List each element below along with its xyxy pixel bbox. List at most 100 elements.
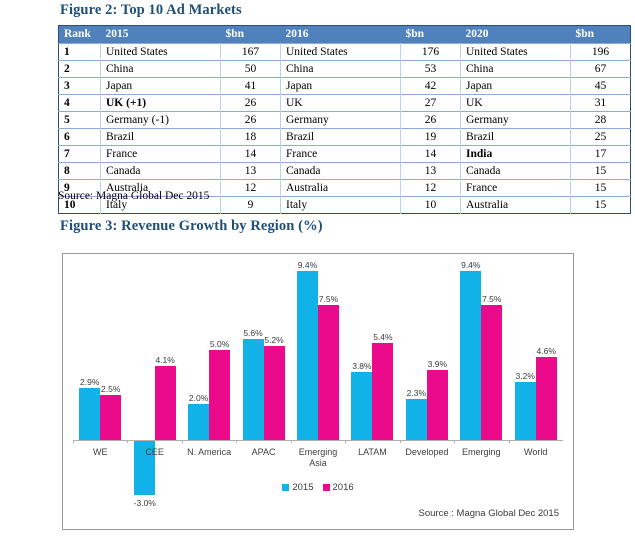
cell-market-2020: Brazil [460,128,571,146]
bar-value-label: 7.5% [482,294,502,304]
bar-value-label: 7.5% [318,294,339,304]
cell-value-2015: 18 [220,128,281,146]
bar-value-label: 4.6% [536,346,556,356]
cell-value-2015: 26 [220,94,281,112]
cell-value-2016: 42 [400,77,461,95]
table-row: 10 Italy 9 Italy 10 Australia 15 [58,196,631,214]
cell-value-2015: 50 [220,60,281,78]
negative-bars-layer: -3.0% [73,441,563,531]
bar-slot: 3.8% [351,260,373,440]
figure2-source: Source: Magna Global Dec 2015 [58,190,210,202]
col-header-2016-bn: $bn [400,25,461,44]
bar-2016 [426,370,448,440]
cell-market-2020: Australia [460,196,571,214]
bar-value-label: 2.0% [188,393,209,403]
cell-market-2016: Australia [280,179,401,197]
cell-market-2015: Germany (-1) [100,111,221,129]
cell-value-2020: 31 [570,94,631,112]
bar-slot: 2.9% [79,260,101,440]
cell-market-2015: China [100,60,221,78]
cell-rank: 5 [58,111,101,129]
bar-group: 4.1% [127,260,181,440]
ad-markets-table: Rank 2015 $bn 2016 $bn 2020 $bn 1 United … [58,25,631,214]
cell-market-2020: China [460,60,571,78]
bar-2016 [209,350,231,440]
bar-2015 [188,404,210,440]
bar-2015 [79,388,101,440]
cell-market-2015: United States [100,43,221,61]
category-label: Developed [399,440,454,477]
cell-value-2015: 26 [220,111,281,129]
legend-entry-2015: 2015 [282,482,314,493]
bar-group: 3.8% 5.4% [345,260,399,440]
cell-market-2016: China [280,60,401,78]
legend-entry-2016: 2016 [322,482,354,493]
bar-2015 [242,339,264,440]
cell-value-2016: 176 [400,43,461,61]
bar-value-label: 9.4% [461,260,481,270]
cell-market-2020: United States [460,43,571,61]
category-label: APAC [236,440,290,477]
cell-market-2016: Brazil [280,128,401,146]
bar-slot: 5.6% [242,260,264,440]
bar-slot: 4.6% [535,260,557,440]
category-labels: WE CEE N. America APAC Emerging Asia LATAM Dev… [73,440,563,477]
cell-market-2020: Canada [460,162,571,180]
bar-value-label: 5.4% [373,332,393,342]
cell-value-2016: 27 [400,94,461,112]
bar-group: 2.9% 2.5% [73,260,127,440]
chart-legend: 2015 2016 [63,482,573,493]
bar-value-label: 5.2% [264,335,284,345]
legend-label-2016: 2016 [332,482,354,493]
cell-market-2015: Japan [100,77,221,95]
bar-2016 [154,366,176,440]
bar-slot: 2.5% [100,260,122,440]
bar-slot: 3.9% [426,260,448,440]
col-header-2016: 2016 [280,25,401,44]
bar-group: 2.3% 3.9% [400,260,454,440]
cell-rank: 7 [58,145,101,163]
table-header-row: Rank 2015 $bn 2016 $bn 2020 $bn [58,25,631,44]
col-header-rank: Rank [58,25,101,44]
table-row: 3 Japan 41 Japan 42 Japan 45 [58,77,631,95]
col-header-2015: 2015 [100,25,221,44]
bar-group: 5.6% 5.2% [236,260,290,440]
category-label: CEE [127,440,181,477]
bar-slot: 9.4% [296,260,318,440]
cell-market-2020: France [460,179,571,197]
category-label: Emerging Asia [290,440,345,477]
cell-rank: 10 [58,196,101,214]
cell-market-2016: United States [280,43,401,61]
cell-value-2020: 67 [570,60,631,78]
legend-label-2015: 2015 [292,482,314,493]
bar-2016 [263,346,285,440]
cell-value-2020: 17 [570,145,631,163]
legend-swatch-2016-icon [322,484,330,491]
bar-slot: 7.5% [481,260,503,440]
bar-2016 [372,343,394,440]
cell-value-2015: 167 [220,43,281,61]
cell-market-2016: France [280,145,401,163]
table-row: 4 UK (+1) 26 UK 27 UK 31 [58,94,631,112]
cell-value-2020: 45 [570,77,631,95]
cell-market-2020: Japan [460,77,571,95]
category-label: LATAM [345,440,399,477]
table-row: 7 France 14 France 14 India 17 [58,145,631,163]
cell-market-2020: UK [460,94,571,112]
bar-2016 [535,357,557,440]
cell-market-2016: UK [280,94,401,112]
table-row: 8 Canada 13 Canada 13 Canada 15 [58,162,631,180]
figure3-title: Figure 3: Revenue Growth by Region (%) [60,218,323,234]
bar-slot: 2.3% [405,260,427,440]
bar-2015 [514,382,536,440]
cell-market-2020: Germany [460,111,571,129]
category-label: N. America [181,440,236,477]
category-label: Emerging [454,440,508,477]
cell-market-2015: Canada [100,162,221,180]
bar-value-label: 2.3% [406,388,427,398]
cell-value-2016: 10 [400,196,461,214]
legend-swatch-2015-icon [282,484,290,491]
bar-2016 [317,305,339,440]
bar-group: 2.0% 5.0% [182,260,236,440]
bar-group: 9.4% 7.5% [291,260,345,440]
